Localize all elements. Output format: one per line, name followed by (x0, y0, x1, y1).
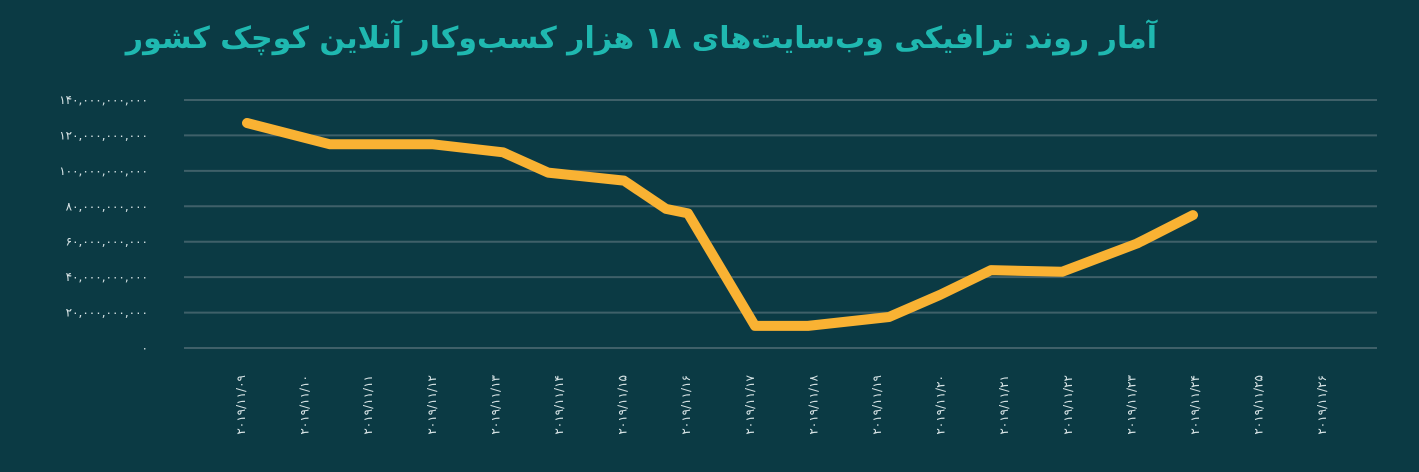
x-tick-label: ۲۰۱۹/۱۱/۱۲ (425, 375, 439, 435)
y-tick-label: ۰ (142, 341, 148, 355)
y-tick-label: ۱۰۰,۰۰۰,۰۰۰,۰۰۰ (59, 164, 148, 178)
x-tick-label: ۲۰۱۹/۱۱/۲۵ (1252, 375, 1266, 435)
x-axis-labels: ۲۰۱۹/۱۱/۰۹ ۲۰۱۹/۱۱/۱۰ ۲۰۱۹/۱۱/۱۱ ۲۰۱۹/۱۱/۱۲… (234, 374, 1329, 434)
x-tick-label: ۲۰۱۹/۱۱/۱۶ (679, 375, 693, 435)
x-tick-label: ۲۰۱۹/۱۱/۰۹ (234, 375, 248, 435)
x-tick-label: ۲۰۱۹/۱۱/۲۳ (1124, 374, 1138, 434)
y-tick-label: ۸۰,۰۰۰,۰۰۰,۰۰۰ (66, 199, 148, 213)
x-tick-label: ۲۰۱۹/۱۱/۲۴ (1188, 375, 1202, 435)
x-tick-label: ۲۰۱۹/۱۱/۲۱ (997, 375, 1011, 435)
y-tick-label: ۱۲۰,۰۰۰,۰۰۰,۰۰۰ (59, 128, 148, 142)
x-tick-label: ۲۰۱۹/۱۱/۲۶ (1315, 375, 1329, 435)
gridlines (184, 99, 1377, 349)
x-tick-label: ۲۰۱۹/۱۱/۱۱ (361, 375, 375, 435)
x-tick-label: ۲۰۱۹/۱۱/۱۷ (743, 374, 757, 434)
x-tick-label: ۲۰۱۹/۱۱/۱۳ (488, 374, 502, 434)
y-tick-label: ۴۰,۰۰۰,۰۰۰,۰۰۰ (66, 270, 148, 284)
x-tick-label: ۲۰۱۹/۱۱/۱۸ (806, 374, 820, 434)
x-tick-label: ۲۰۱۹/۱۱/۱۰ (298, 375, 312, 435)
y-tick-label: ۲۰,۰۰۰,۰۰۰,۰۰۰ (66, 306, 148, 320)
y-tick-label: ۶۰,۰۰۰,۰۰۰,۰۰۰ (66, 235, 148, 249)
x-tick-label: ۲۰۱۹/۱۱/۲۰ (934, 375, 948, 435)
x-tick-label: ۲۰۱۹/۱۱/۱۵ (616, 375, 630, 435)
x-tick-label: ۲۰۱۹/۱۱/۱۴ (552, 375, 566, 435)
traffic-series-line (242, 118, 1198, 331)
y-axis-labels: ۱۴۰,۰۰۰,۰۰۰,۰۰۰ ۱۲۰,۰۰۰,۰۰۰,۰۰۰ ۱۰۰,۰۰۰,۰۰… (59, 93, 148, 355)
chart-title: آمار روند ترافیکی وب‌سایت‌های ۱۸ هزار کس… (125, 21, 1158, 56)
x-tick-label: ۲۰۱۹/۱۱/۲۲ (1061, 375, 1075, 435)
x-tick-label: ۲۰۱۹/۱۱/۱۹ (870, 375, 884, 435)
y-tick-label: ۱۴۰,۰۰۰,۰۰۰,۰۰۰ (59, 93, 148, 107)
